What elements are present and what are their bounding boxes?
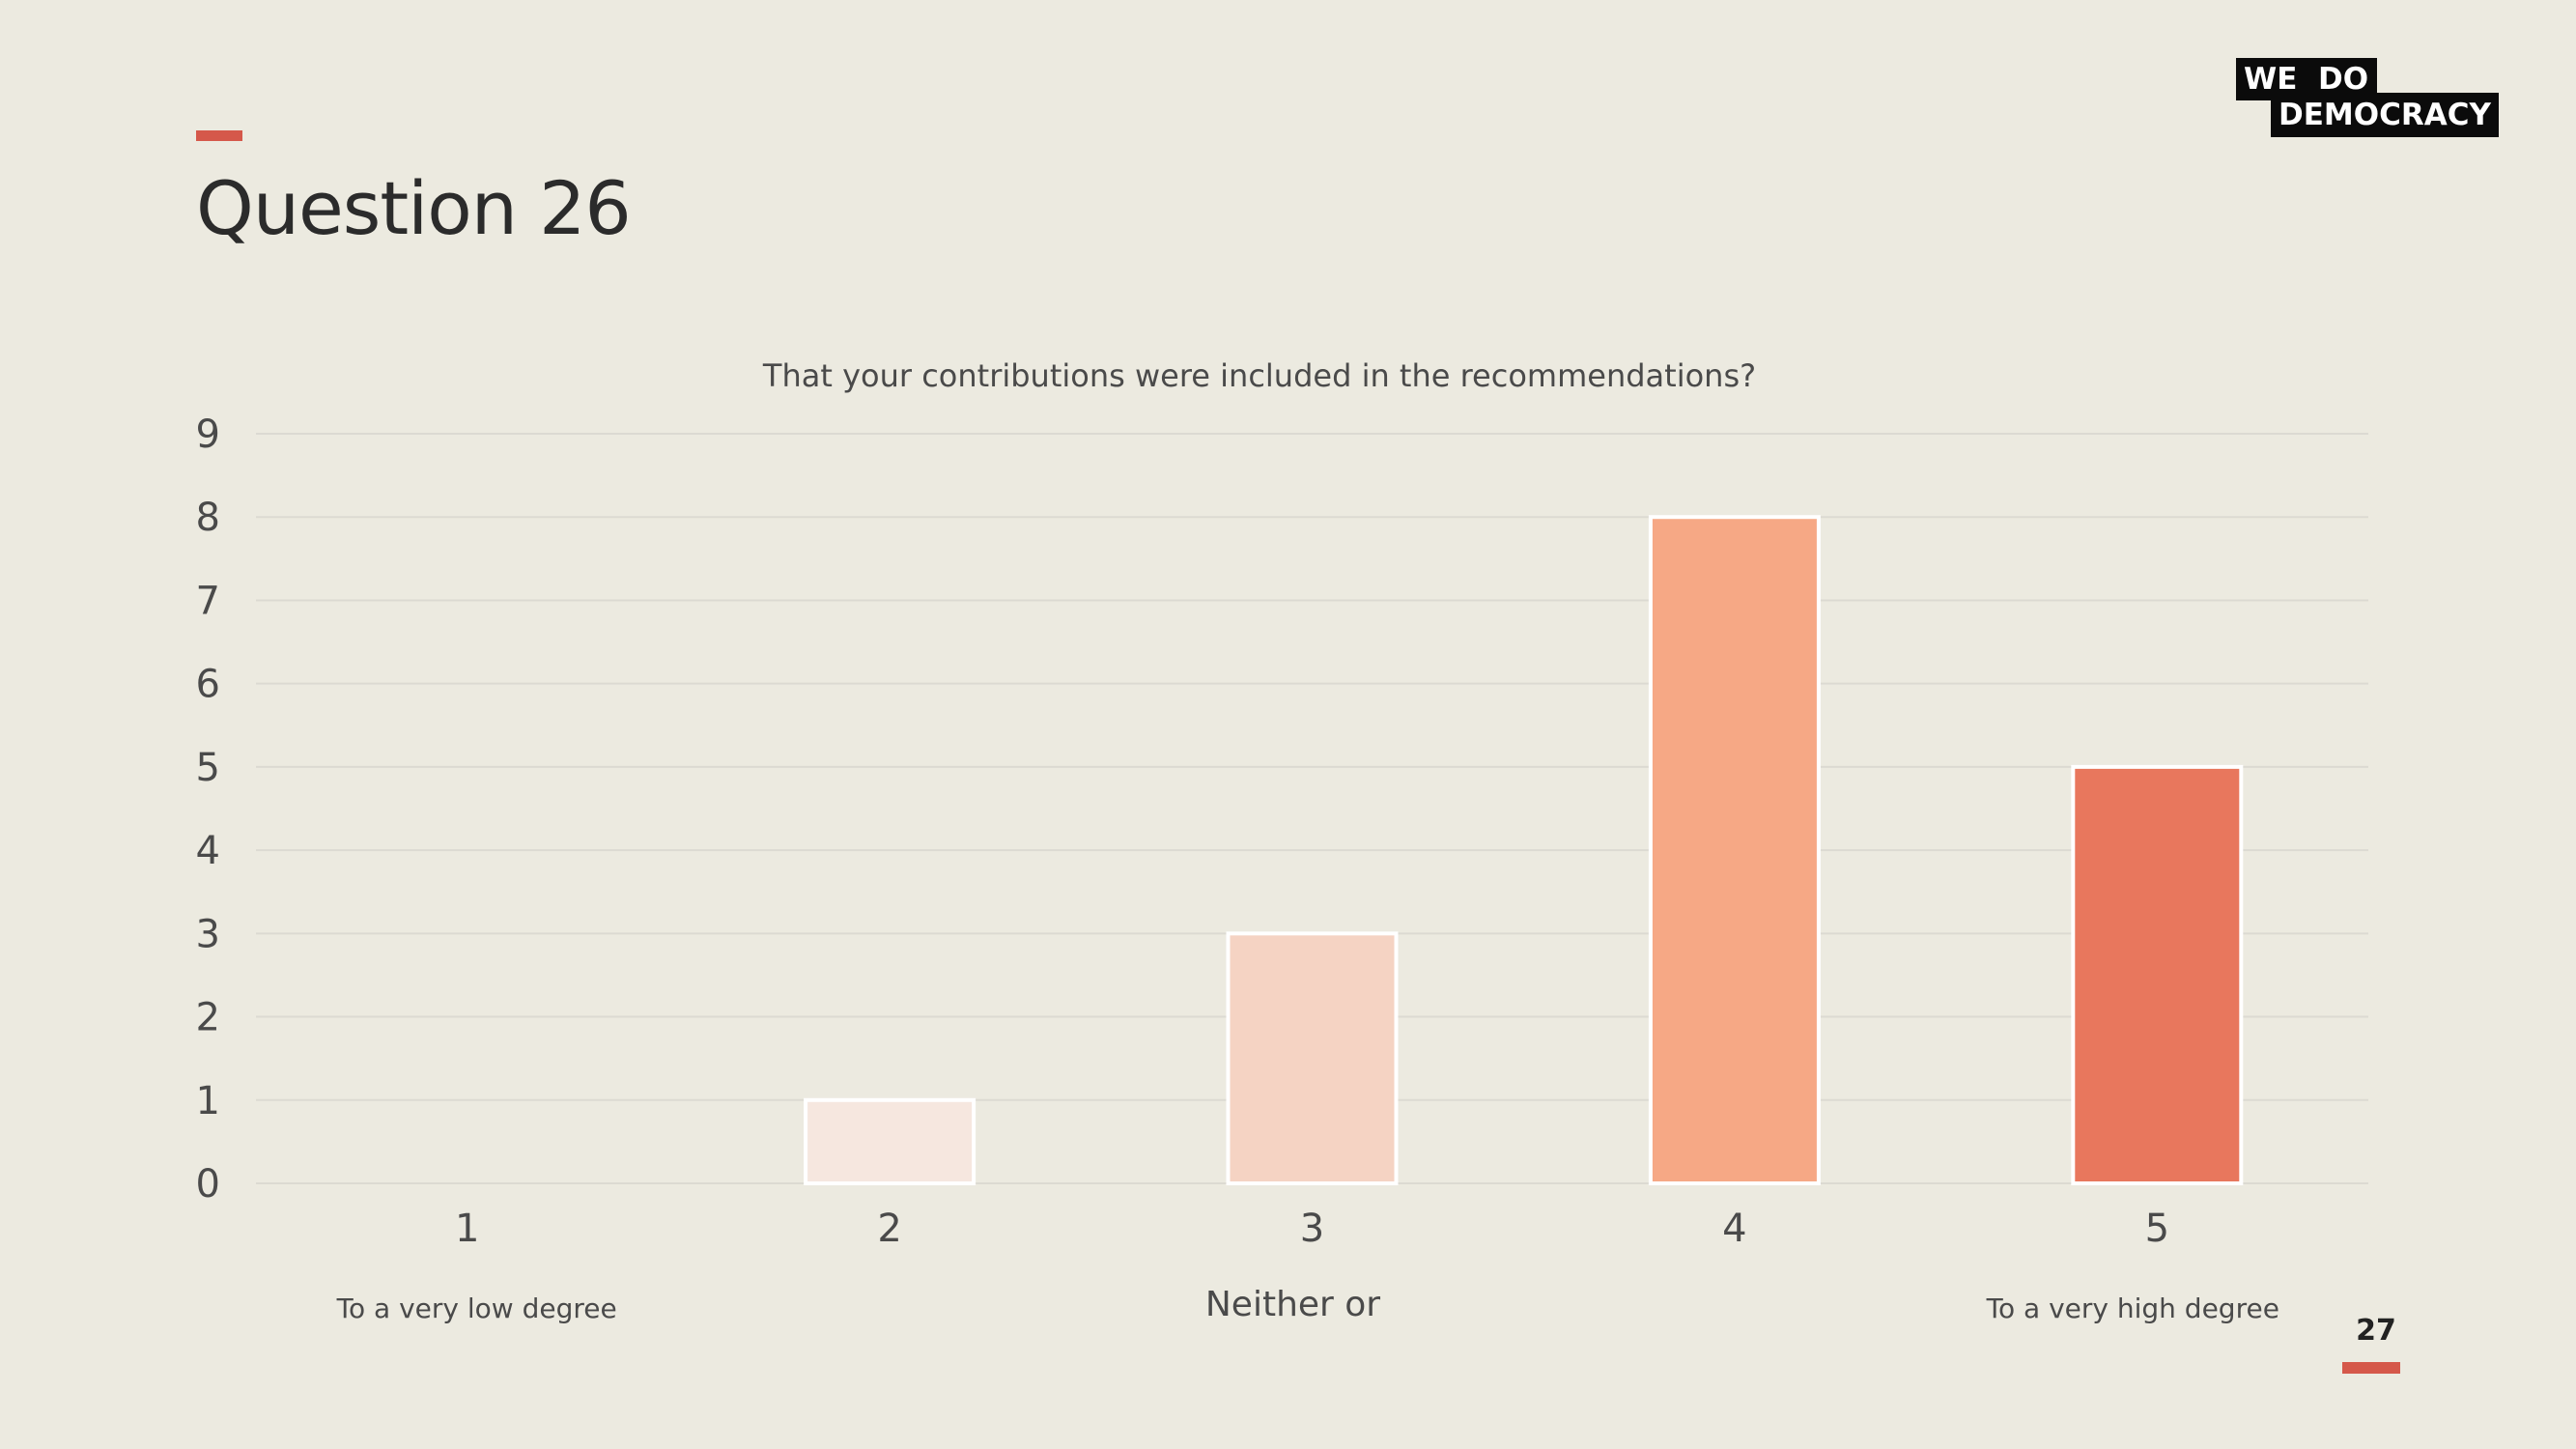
y-tick-label: 7 bbox=[196, 579, 220, 623]
y-tick-label: 1 bbox=[196, 1079, 220, 1123]
y-tick-label: 5 bbox=[196, 746, 220, 790]
category-annotation: Neither or bbox=[1205, 1285, 1380, 1324]
x-tick-label: 5 bbox=[2145, 1207, 2169, 1251]
y-tick-label: 4 bbox=[196, 829, 220, 873]
x-tick-label: 1 bbox=[455, 1207, 479, 1251]
bar-2 bbox=[804, 1097, 977, 1186]
x-tick-label: 2 bbox=[877, 1207, 901, 1251]
x-tick-label: 3 bbox=[1300, 1207, 1324, 1251]
page-number-accent bbox=[2342, 1362, 2400, 1374]
x-tick-label: 4 bbox=[1722, 1207, 1746, 1251]
page-number: 27 bbox=[2356, 1314, 2396, 1348]
category-annotation: To a very high degree bbox=[1986, 1293, 2279, 1324]
y-tick-label: 9 bbox=[196, 412, 220, 457]
y-tick-label: 0 bbox=[196, 1162, 220, 1207]
chart-title: That your contributions were included in… bbox=[762, 357, 1756, 394]
bar-3 bbox=[1226, 931, 1399, 1185]
y-tick-label: 8 bbox=[196, 496, 220, 540]
category-annotation: To a very low degree bbox=[336, 1293, 617, 1324]
bar-4 bbox=[1648, 515, 1821, 1185]
chart-labels: 0 1 2 3 4 5 6 7 8 9 1 2 3 4 5 To a very low degree Neith… bbox=[196, 412, 2279, 1324]
y-tick-label: 2 bbox=[196, 996, 220, 1040]
logo-line-2: DEMOCRACY bbox=[2271, 93, 2499, 137]
chart-bars bbox=[804, 515, 2244, 1186]
y-tick-label: 3 bbox=[196, 912, 220, 956]
bar-5 bbox=[2071, 764, 2244, 1186]
y-tick-label: 6 bbox=[196, 663, 220, 707]
title-accent-bar bbox=[196, 130, 242, 141]
brand-logo: WE DO DEMOCRACY bbox=[2236, 58, 2499, 137]
page-title: Question 26 bbox=[196, 165, 632, 251]
